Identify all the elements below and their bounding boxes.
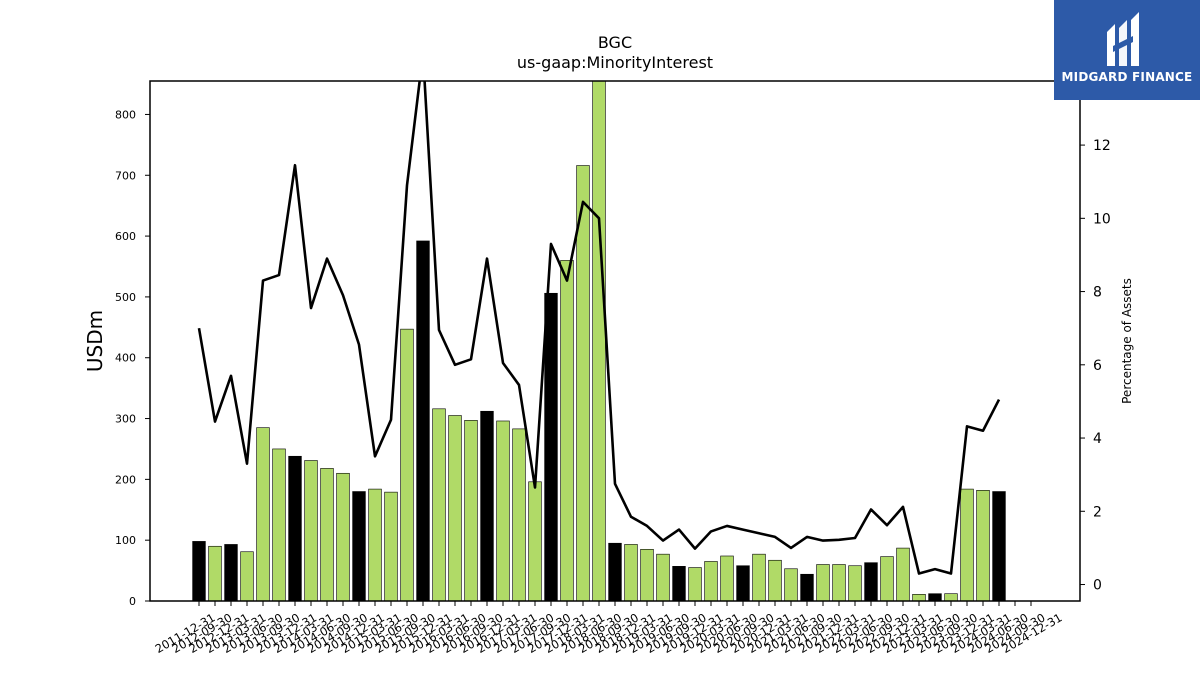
- left-tick-label: 700: [115, 169, 136, 182]
- bar-2017-03-31: [528, 481, 542, 601]
- line-series-group: [197, 81, 1001, 575]
- bar-2020-09-30: [752, 553, 766, 601]
- bar-2021-06-30: [800, 573, 814, 601]
- bar-2011-12-31: [192, 541, 206, 601]
- bar-2023-09-30: [944, 593, 958, 601]
- bar-2013-03-31: [272, 448, 286, 601]
- bar-2024-03-31: [976, 490, 990, 601]
- left-tick-label: 500: [115, 291, 136, 304]
- bar-2013-06-30: [288, 455, 302, 601]
- right-tick-label: 4: [1093, 431, 1102, 447]
- bar-2020-12-31: [768, 559, 782, 601]
- right-tick-label: 2: [1093, 504, 1102, 520]
- bar-2019-03-31: [656, 553, 670, 601]
- bar-2012-09-30: [240, 551, 254, 601]
- left-tick-label: 400: [115, 352, 136, 365]
- bar-2014-03-31: [336, 472, 350, 601]
- bar-2022-09-30: [880, 556, 894, 601]
- chart-subtitle: us-gaap:MinorityInterest: [517, 53, 713, 72]
- bar-2015-09-30: [432, 408, 446, 601]
- right-tick-label: 0: [1093, 578, 1102, 594]
- logo-text: MIDGARD FINANCE: [1061, 70, 1193, 84]
- right-tick-label: 12: [1093, 138, 1111, 154]
- bar-2024-06-30: [992, 491, 1006, 601]
- bar-2022-06-30: [864, 562, 878, 601]
- bar-2017-09-30: [560, 260, 574, 601]
- bar-2018-06-30: [608, 542, 622, 601]
- bar-2012-06-30: [224, 544, 238, 601]
- bar-2015-06-30: [416, 240, 430, 601]
- bar-2020-06-30: [736, 565, 750, 601]
- bar-2014-09-30: [368, 488, 382, 601]
- bar-2017-06-30: [544, 292, 558, 601]
- line-series: [197, 81, 1001, 575]
- left-tick-label: 300: [115, 413, 136, 426]
- bar-2014-06-30: [352, 491, 366, 601]
- y-axis-label-right: Percentage of Assets: [1120, 278, 1134, 404]
- bar-2012-03-31: [208, 545, 222, 601]
- bar-2021-09-30: [816, 564, 830, 601]
- bar-2023-12-31: [960, 488, 974, 601]
- bar-2022-12-31: [896, 547, 910, 601]
- right-y-axis: 0 2 4 6 8 10 12: [1080, 138, 1111, 594]
- bar-2021-12-31: [832, 564, 846, 601]
- bar-2015-12-31: [448, 415, 462, 601]
- bar-2013-09-30: [304, 460, 318, 601]
- bar-2016-06-30: [480, 410, 494, 601]
- logo-mark-icon: [1107, 12, 1139, 66]
- bar-2022-03-31: [848, 565, 862, 601]
- left-tick-label: 100: [115, 534, 136, 547]
- right-tick-label: 6: [1093, 358, 1102, 374]
- brand-logo: MIDGARD FINANCE: [1054, 0, 1200, 100]
- bar-2019-06-30: [672, 566, 686, 601]
- plot-frame: [149, 80, 1081, 602]
- bar-2016-12-31: [512, 428, 526, 601]
- right-tick-label: 8: [1093, 285, 1102, 301]
- bar-2018-12-31: [640, 548, 654, 601]
- bar-2017-12-31: [576, 165, 590, 601]
- bar-2013-12-31: [320, 468, 334, 601]
- bar-2019-09-30: [688, 567, 702, 601]
- bar-2018-03-31: [592, 81, 606, 601]
- y-axis-label-left: USDm: [83, 310, 107, 372]
- left-y-axis: 0 100 200 300 400 500 600 700 800: [115, 108, 150, 608]
- left-tick-label: 0: [129, 595, 136, 608]
- bar-2012-12-31: [256, 427, 270, 601]
- bar-2018-09-30: [624, 544, 638, 601]
- chart-title: BGC: [598, 33, 632, 52]
- left-tick-label: 800: [115, 108, 136, 121]
- bar-2016-03-31: [464, 420, 478, 601]
- x-axis: 2011-12-312012-09-302012-12-312013-03-31…: [153, 601, 1065, 656]
- bar-2015-03-31: [400, 328, 414, 601]
- bar-2020-03-31: [720, 555, 734, 601]
- bar-group: [192, 81, 1006, 601]
- bar-2021-03-31: [784, 568, 798, 601]
- bar-2016-09-30: [496, 420, 510, 601]
- bar-2019-12-31: [704, 561, 718, 601]
- bar-2023-03-31: [912, 594, 926, 601]
- left-tick-label: 600: [115, 230, 136, 243]
- bar-2023-06-30: [928, 593, 942, 601]
- bar-2014-12-31: [384, 491, 398, 601]
- right-tick-label: 10: [1093, 211, 1111, 227]
- left-tick-label: 200: [115, 473, 136, 486]
